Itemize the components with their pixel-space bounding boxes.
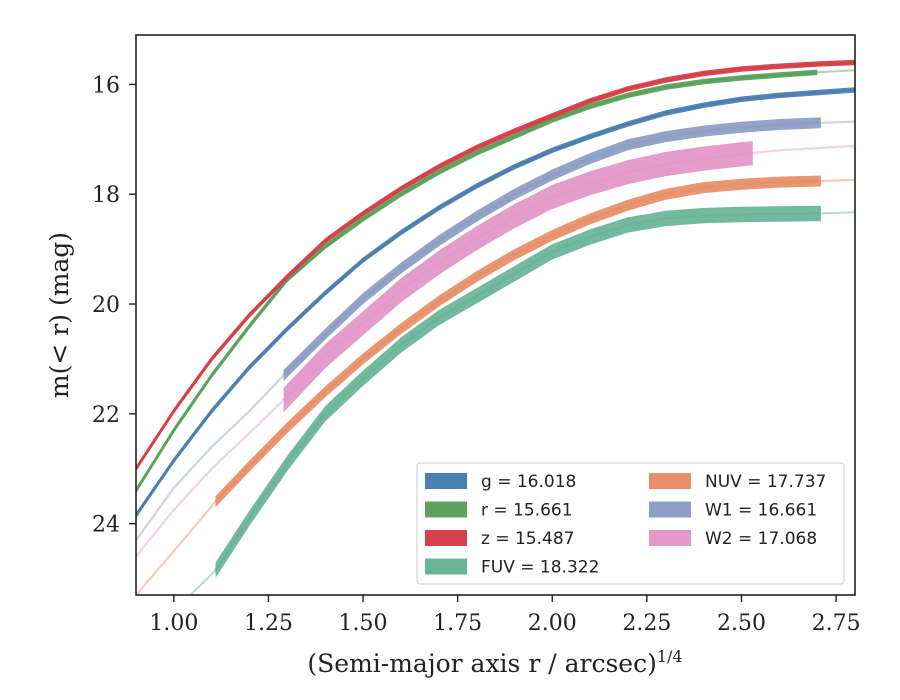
x-axis-ticks: 1.00 1.25 1.50 1.75 2.00 2.25 2.50 2.75 (149, 595, 861, 636)
y-axis-ticks: 16 18 20 22 24 (92, 73, 136, 538)
legend-entry-label: NUV = 17.737 (705, 472, 826, 492)
series-1 (136, 69, 855, 494)
x-tick-label: 1.50 (339, 611, 388, 636)
series-measured-line (136, 71, 818, 492)
series-uncertainty-band (283, 141, 753, 413)
x-tick-label: 2.00 (528, 611, 577, 636)
curves-layer (136, 59, 855, 595)
y-tick-label: 16 (92, 73, 120, 98)
legend-swatch (425, 473, 467, 489)
legend: g = 16.018 r = 15.661 z = 15.487 FUV = 18.3… (416, 462, 845, 585)
x-axis-label: (Semi-major axis r / arcsec)1/4 (307, 647, 682, 678)
legend-swatch (649, 473, 691, 489)
legend-entry-label: W2 = 17.068 (705, 529, 817, 549)
legend-swatch (649, 501, 691, 518)
y-tick-label: 20 (92, 293, 120, 318)
series-measured-line (136, 61, 855, 470)
legend-entry-label: FUV = 18.322 (481, 558, 599, 578)
y-tick-label: 24 (92, 513, 120, 538)
series-4 (136, 175, 855, 595)
y-tick-label: 22 (92, 403, 120, 428)
legend-entry-label: W1 = 16.661 (705, 501, 817, 521)
legend-swatch (425, 501, 467, 518)
legend-swatch (425, 558, 467, 575)
x-tick-label: 2.25 (622, 611, 671, 636)
legend-entry-label: z = 15.487 (481, 529, 574, 549)
series-6 (136, 141, 855, 558)
series-measured-line (282, 151, 753, 401)
series-uncertainty-band (283, 117, 821, 381)
series-measured-line (282, 121, 821, 377)
plot-frame (135, 34, 856, 596)
series-3 (188, 205, 855, 595)
legend-entry-label: r = 15.661 (481, 501, 573, 521)
legend-swatch (649, 530, 691, 546)
x-tick-label: 1.00 (149, 611, 198, 636)
series-measured-line (136, 88, 855, 517)
y-tick-label: 18 (92, 183, 120, 208)
x-tick-label: 2.50 (717, 611, 766, 636)
x-tick-label: 2.75 (812, 611, 861, 636)
legend-swatch (425, 530, 467, 546)
series-5 (136, 117, 855, 541)
x-tick-label: 1.75 (433, 611, 482, 636)
legend-entry-label: g = 16.018 (481, 472, 576, 492)
y-axis-label: m(< r) (mag) (45, 232, 74, 398)
x-tick-label: 1.25 (244, 611, 293, 636)
series-measured-line (214, 212, 821, 572)
series-2 (136, 59, 855, 472)
series-0 (136, 87, 855, 519)
series-measured-line (214, 179, 821, 503)
legend-box (416, 462, 845, 585)
